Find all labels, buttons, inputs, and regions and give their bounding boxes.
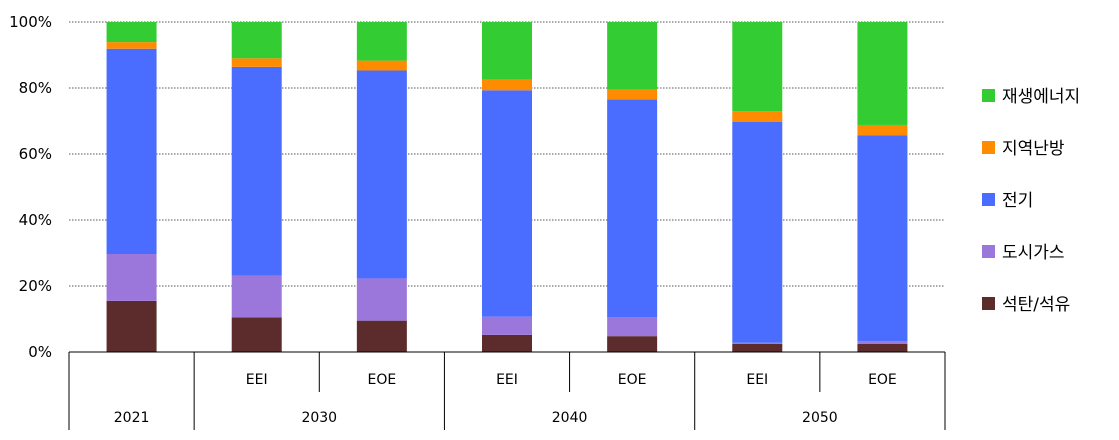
- bars: [106, 22, 908, 352]
- legend-label: 석탄/석유: [1002, 295, 1070, 315]
- bar-segment: [231, 275, 282, 318]
- bar-segment: [732, 111, 783, 122]
- bar-segment: [732, 22, 783, 112]
- legend-swatch: [982, 245, 995, 258]
- y-tick-label: 80%: [19, 79, 52, 97]
- bar-segment: [732, 343, 783, 352]
- bar-segment: [857, 343, 908, 352]
- bar-segment: [482, 316, 532, 335]
- bar-segment: [607, 336, 658, 352]
- bar-segment: [732, 121, 783, 343]
- bar-segment: [106, 22, 157, 43]
- y-tick-label: 0%: [28, 343, 52, 361]
- bar-segment: [857, 22, 908, 125]
- bar-segment: [482, 90, 532, 317]
- group-label: 2021: [114, 410, 150, 426]
- legend-swatch: [982, 297, 995, 310]
- y-tick-label: 60%: [19, 145, 52, 163]
- bar-segment: [356, 278, 407, 321]
- bar-segment: [231, 317, 282, 352]
- bar-segment: [482, 79, 532, 91]
- bar-segment: [356, 70, 407, 279]
- bar-segment: [106, 48, 157, 254]
- sub-category-label: EEI: [246, 372, 268, 388]
- sub-category-label: EOE: [367, 372, 396, 388]
- bar-segment: [607, 317, 658, 337]
- legend-swatch: [982, 89, 995, 102]
- sub-category-label: EEI: [496, 372, 518, 388]
- y-tick-label: 100%: [9, 13, 52, 31]
- bar-segment: [231, 58, 282, 67]
- bar-segment: [732, 342, 783, 344]
- group-label: 2030: [301, 410, 337, 426]
- bar-segment: [482, 334, 532, 352]
- sub-category-label: EEI: [746, 372, 768, 388]
- group-label: 2050: [802, 410, 838, 426]
- legend-label: 재생에너지: [1002, 87, 1080, 107]
- bar-segment: [857, 135, 908, 342]
- bar-segment: [482, 22, 532, 80]
- bar-segment: [106, 253, 157, 301]
- bar-segment: [356, 320, 407, 352]
- y-axis-ticks: 0% 20% 40% 60% 80% 100%: [9, 13, 52, 361]
- bar-segment: [857, 124, 908, 136]
- bar-segment: [231, 22, 282, 59]
- bar-segment: [356, 60, 407, 71]
- bar-segment: [356, 22, 407, 61]
- legend-label: 지역난방: [1002, 139, 1065, 159]
- sub-category-label: EOE: [868, 372, 897, 388]
- legend-swatch: [982, 193, 995, 206]
- group-label: 2040: [552, 410, 588, 426]
- bar-segment: [607, 22, 658, 90]
- legend-swatch: [982, 141, 995, 154]
- bar-segment: [106, 300, 157, 352]
- bar-segment: [607, 89, 658, 100]
- category-axis: EEI EOE EEI EOE EEI EOE 2021 2030 2040 2050: [68, 351, 946, 430]
- legend-label: 전기: [1002, 191, 1033, 211]
- bar-segment: [857, 341, 908, 344]
- legend-label: 도시가스: [1002, 243, 1065, 263]
- bar-segment: [607, 99, 658, 318]
- sub-category-label: EOE: [618, 372, 647, 388]
- y-tick-label: 40%: [19, 211, 52, 229]
- bar-segment: [106, 42, 157, 49]
- bar-segment: [231, 66, 282, 276]
- y-tick-label: 20%: [19, 277, 52, 295]
